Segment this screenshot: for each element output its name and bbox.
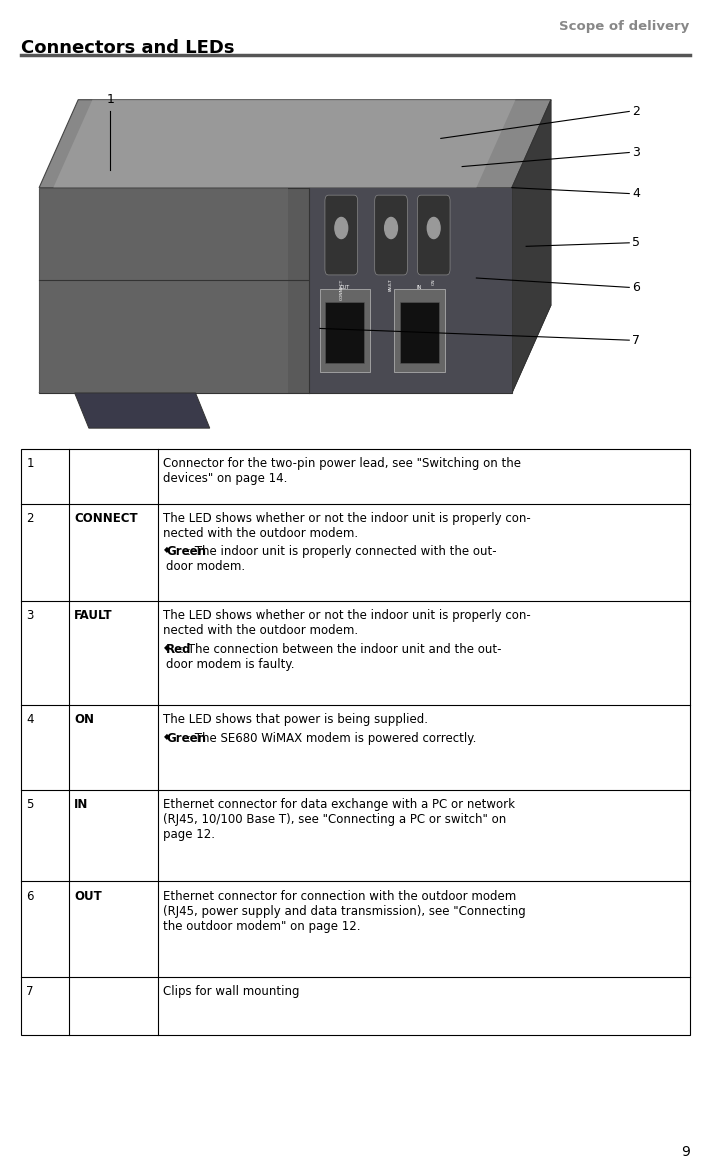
Text: FAULT: FAULT <box>389 278 393 291</box>
Text: Ethernet connector for data exchange with a PC or network: Ethernet connector for data exchange wit… <box>163 799 515 812</box>
Circle shape <box>427 217 440 238</box>
Text: 3: 3 <box>632 145 641 160</box>
Text: Scope of delivery: Scope of delivery <box>560 20 690 33</box>
FancyBboxPatch shape <box>375 195 407 274</box>
Text: : The connection between the indoor unit and the out-: : The connection between the indoor unit… <box>179 643 501 656</box>
Polygon shape <box>39 100 551 188</box>
FancyBboxPatch shape <box>394 289 445 372</box>
Text: ◆: ◆ <box>164 545 170 555</box>
Text: CONNECT: CONNECT <box>339 278 343 299</box>
Text: The LED shows that power is being supplied.: The LED shows that power is being suppli… <box>163 713 428 726</box>
Text: door modem.: door modem. <box>166 561 245 574</box>
Bar <box>21 449 690 1035</box>
Polygon shape <box>39 188 288 393</box>
Text: The LED shows whether or not the indoor unit is properly con-: The LED shows whether or not the indoor … <box>163 511 530 524</box>
Circle shape <box>385 217 397 238</box>
FancyBboxPatch shape <box>417 195 450 274</box>
Text: 4: 4 <box>26 713 34 726</box>
FancyBboxPatch shape <box>325 195 358 274</box>
Text: 1: 1 <box>106 93 114 107</box>
Text: the outdoor modem" on page 12.: the outdoor modem" on page 12. <box>163 920 360 933</box>
Polygon shape <box>309 188 512 393</box>
Text: nected with the outdoor modem.: nected with the outdoor modem. <box>163 527 358 540</box>
Text: 7: 7 <box>26 985 34 998</box>
Text: devices" on page 14.: devices" on page 14. <box>163 473 287 486</box>
Text: 7: 7 <box>632 333 641 347</box>
Text: The LED shows whether or not the indoor unit is properly con-: The LED shows whether or not the indoor … <box>163 609 530 623</box>
Text: Clips for wall mounting: Clips for wall mounting <box>163 985 299 998</box>
Text: 3: 3 <box>26 609 33 623</box>
Text: Connector for the two-pin power lead, see "Switching on the: Connector for the two-pin power lead, se… <box>163 457 521 470</box>
Text: CONNECT: CONNECT <box>74 511 137 524</box>
FancyBboxPatch shape <box>400 301 439 362</box>
Text: ◆: ◆ <box>164 643 170 652</box>
Text: : The SE680 WiMAX modem is powered correctly.: : The SE680 WiMAX modem is powered corre… <box>188 732 476 745</box>
Text: Ethernet connector for connection with the outdoor modem: Ethernet connector for connection with t… <box>163 889 516 903</box>
Text: (RJ45, 10/100 Base T), see "Connecting a PC or switch" on: (RJ45, 10/100 Base T), see "Connecting a… <box>163 813 506 826</box>
Text: 6: 6 <box>632 280 641 294</box>
Polygon shape <box>39 188 512 393</box>
Text: 5: 5 <box>632 236 641 250</box>
Text: OUT: OUT <box>74 889 102 903</box>
Text: ◆: ◆ <box>164 732 170 740</box>
Text: IN: IN <box>74 799 88 812</box>
Text: Connectors and LEDs: Connectors and LEDs <box>21 39 235 56</box>
Text: 6: 6 <box>26 889 34 903</box>
Text: IN: IN <box>417 285 422 290</box>
Text: FAULT: FAULT <box>74 609 112 623</box>
Text: 4: 4 <box>632 187 641 201</box>
Polygon shape <box>512 100 551 393</box>
Text: 1: 1 <box>26 457 34 470</box>
Text: door modem is faulty.: door modem is faulty. <box>166 658 295 671</box>
Polygon shape <box>53 100 515 188</box>
Text: page 12.: page 12. <box>163 828 215 841</box>
Text: (RJ45, power supply and data transmission), see "Connecting: (RJ45, power supply and data transmissio… <box>163 904 525 917</box>
Text: ON: ON <box>74 713 94 726</box>
Text: ON: ON <box>432 278 436 285</box>
Text: Red: Red <box>166 643 192 656</box>
Text: 2: 2 <box>26 511 34 524</box>
Text: 9: 9 <box>681 1145 690 1159</box>
Text: OUT: OUT <box>340 285 350 290</box>
Text: 5: 5 <box>26 799 33 812</box>
Circle shape <box>335 217 348 238</box>
Text: Green: Green <box>166 732 206 745</box>
Polygon shape <box>75 393 210 428</box>
Polygon shape <box>39 305 551 393</box>
FancyBboxPatch shape <box>326 301 365 362</box>
Text: 2: 2 <box>632 104 641 118</box>
Text: Green: Green <box>166 545 206 558</box>
Text: nected with the outdoor modem.: nected with the outdoor modem. <box>163 624 358 637</box>
Text: : The indoor unit is properly connected with the out-: : The indoor unit is properly connected … <box>188 545 497 558</box>
FancyBboxPatch shape <box>320 289 370 372</box>
